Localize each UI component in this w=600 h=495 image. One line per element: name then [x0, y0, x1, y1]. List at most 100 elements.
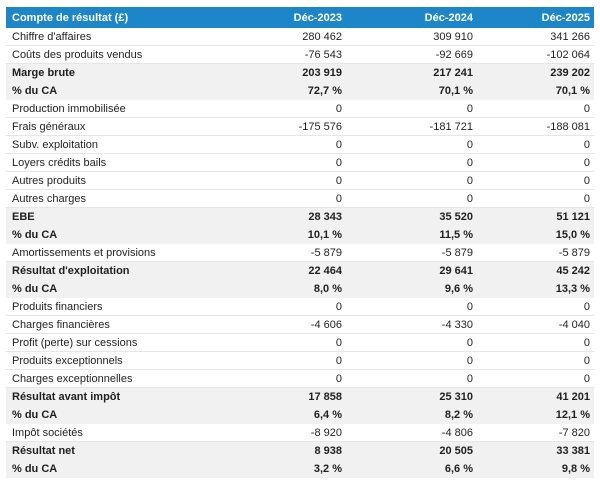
row-value: 72,7 % — [307, 84, 342, 97]
row-value: -4 330 — [441, 318, 473, 331]
row-value: 0 — [583, 300, 590, 313]
row-value: 45 242 — [556, 264, 590, 277]
row-value: 20 505 — [439, 444, 473, 457]
row-value: 217 241 — [433, 66, 473, 79]
table-row: Profit (perte) sur cessions 0 0 0 — [6, 334, 594, 352]
row-value: -5 879 — [441, 246, 473, 259]
row-label: Impôt sociétés — [12, 426, 83, 439]
table-row: % du CA 3,2 % 6,6 % 9,8 % — [6, 459, 594, 478]
row-value: 33 381 — [556, 444, 590, 457]
table-row: Frais généraux -175 576 -181 721 -188 081 — [6, 118, 594, 136]
table-title: Compte de résultat (£) — [6, 7, 215, 28]
row-value: 0 — [335, 192, 342, 205]
row-value: 0 — [335, 372, 342, 385]
row-value: -92 669 — [435, 48, 473, 61]
row-value: 17 858 — [308, 390, 342, 403]
table-row: Charges financières -4 606 -4 330 -4 040 — [6, 316, 594, 334]
row-label: Charges exceptionnelles — [12, 372, 133, 385]
row-value: 341 266 — [550, 30, 590, 43]
row-value: 239 202 — [550, 66, 590, 79]
row-value: 12,1 % — [555, 408, 590, 421]
row-value: 15,0 % — [555, 228, 590, 241]
table-row: Charges exceptionnelles 0 0 0 — [6, 370, 594, 388]
row-value: 0 — [335, 138, 342, 151]
table-row: Résultat avant impôt 17 858 25 310 41 201 — [6, 387, 594, 406]
column-header-dec-2024: Déc-2024 — [346, 7, 477, 28]
row-value: 22 464 — [308, 264, 342, 277]
row-value: -181 721 — [429, 120, 473, 133]
row-value: 0 — [335, 102, 342, 115]
row-label: Produits exceptionnels — [12, 354, 123, 367]
row-value: 25 310 — [439, 390, 473, 403]
row-value: 0 — [466, 156, 473, 169]
row-value: 6,4 % — [313, 408, 342, 421]
row-value: 13,3 % — [555, 282, 590, 295]
row-value: 8 938 — [314, 444, 342, 457]
row-label: Autres charges — [12, 192, 86, 205]
row-value: 9,6 % — [444, 282, 473, 295]
table-row: Production immobilisée 0 0 0 — [6, 100, 594, 118]
row-value: 29 641 — [439, 264, 473, 277]
row-label: % du CA — [12, 228, 58, 241]
table-row: Produits exceptionnels 0 0 0 — [6, 352, 594, 370]
row-value: 0 — [583, 192, 590, 205]
column-header-dec-2023: Déc-2023 — [215, 7, 346, 28]
table-row: Coûts des produits vendus -76 543 -92 669 -… — [6, 46, 594, 64]
row-value: 28 343 — [308, 210, 342, 223]
row-value: 10,1 % — [307, 228, 342, 241]
row-value: 0 — [466, 372, 473, 385]
row-label: Amortissements et provisions — [12, 246, 156, 259]
table-row: % du CA 6,4 % 8,2 % 12,1 % — [6, 405, 594, 424]
row-value: 11,5 % — [439, 228, 473, 241]
row-value: -188 081 — [546, 120, 590, 133]
row-value: 0 — [335, 174, 342, 187]
row-value: 51 121 — [556, 210, 590, 223]
row-value: -175 576 — [298, 120, 342, 133]
table-row: Résultat net 8 938 20 505 33 381 — [6, 441, 594, 460]
table-row: Amortissements et provisions -5 879 -5 879… — [6, 244, 594, 262]
row-value: 0 — [335, 300, 342, 313]
row-label: % du CA — [12, 408, 58, 421]
row-label: Frais généraux — [12, 120, 86, 133]
row-label: Résultat d'exploitation — [12, 264, 130, 277]
row-label: Loyers crédits bails — [12, 156, 107, 169]
row-value: 0 — [583, 354, 590, 367]
row-value: 0 — [466, 300, 473, 313]
row-label: Marge brute — [12, 66, 75, 79]
row-label: % du CA — [12, 282, 58, 295]
compte-de-resultat: Compte de résultat (£) Déc-2023 Déc-2024… — [6, 7, 594, 478]
table-row: % du CA 72,7 % 70,1 % 70,1 % — [6, 81, 594, 100]
row-value: 0 — [583, 102, 590, 115]
row-label: EBE — [12, 210, 35, 223]
row-value: -76 543 — [304, 48, 342, 61]
row-value: -7 820 — [558, 426, 590, 439]
row-label: Autres produits — [12, 174, 86, 187]
table-row: Résultat d'exploitation 22 464 29 641 45 24… — [6, 261, 594, 280]
row-value: 41 201 — [556, 390, 590, 403]
table-row: EBE 28 343 35 520 51 121 — [6, 207, 594, 226]
row-label: Coûts des produits vendus — [12, 48, 143, 61]
row-value: 0 — [335, 156, 342, 169]
row-value: 35 520 — [439, 210, 473, 223]
row-value: -5 879 — [558, 246, 590, 259]
table-row: % du CA 8,0 % 9,6 % 13,3 % — [6, 279, 594, 298]
row-value: -4 040 — [558, 318, 590, 331]
row-label: Production immobilisée — [12, 102, 126, 115]
row-label: Subv. exploitation — [12, 138, 99, 151]
row-value: 3,2 % — [313, 462, 342, 475]
table-row: Chiffre d'affaires 280 462 309 910 341 266 — [6, 28, 594, 46]
row-value: 0 — [583, 336, 590, 349]
row-label: Profit (perte) sur cessions — [12, 336, 138, 349]
table-row: Autres produits 0 0 0 — [6, 172, 594, 190]
row-label: Produits financiers — [12, 300, 103, 313]
table-row: Marge brute 203 919 217 241 239 202 — [6, 63, 594, 82]
table-row: Autres charges 0 0 0 — [6, 190, 594, 208]
column-header-dec-2025: Déc-2025 — [477, 7, 594, 28]
row-value: 70,1 % — [438, 84, 473, 97]
table-row: Produits financiers 0 0 0 — [6, 298, 594, 316]
table-header: Compte de résultat (£) Déc-2023 Déc-2024… — [6, 7, 594, 28]
row-value: 0 — [583, 156, 590, 169]
row-value: 309 910 — [433, 30, 473, 43]
income-statement-table: Compte de résultat (£) Déc-2023 Déc-2024… — [6, 7, 594, 478]
row-value: 8,2 % — [444, 408, 473, 421]
